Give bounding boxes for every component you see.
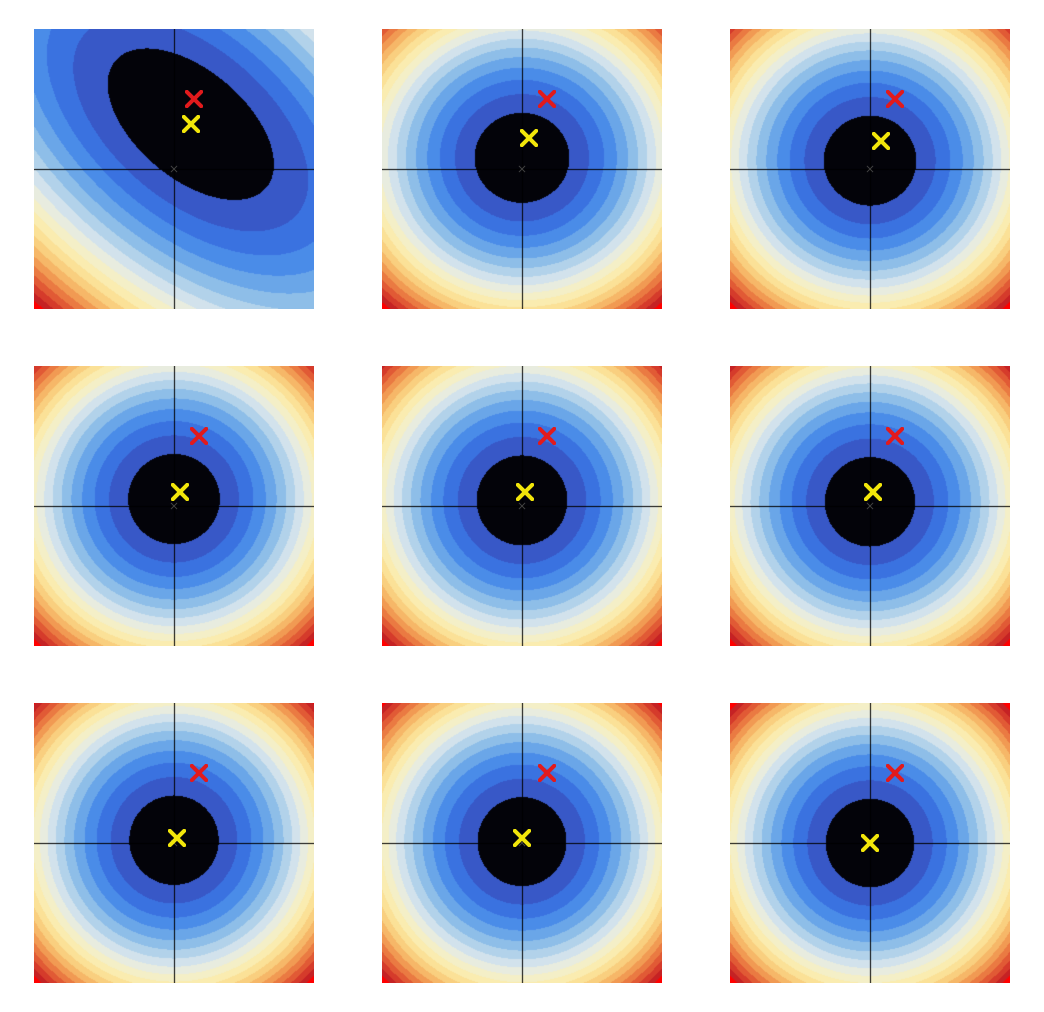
- contour-canvas: [730, 703, 1010, 983]
- contour-panel: [696, 337, 1044, 674]
- contour-panel: [0, 675, 348, 1012]
- contour-panel: [348, 675, 696, 1012]
- contour-panel: [0, 337, 348, 674]
- contour-canvas: [382, 366, 662, 646]
- contour-canvas: [382, 29, 662, 309]
- contour-panel: [696, 0, 1044, 337]
- contour-canvas: [34, 703, 314, 983]
- contour-canvas: [382, 703, 662, 983]
- contour-panel: [348, 337, 696, 674]
- contour-grid: [0, 0, 1044, 1012]
- contour-canvas: [34, 29, 314, 309]
- contour-canvas: [730, 366, 1010, 646]
- contour-panel: [0, 0, 348, 337]
- contour-panel: [348, 0, 696, 337]
- contour-panel: [696, 675, 1044, 1012]
- contour-canvas: [34, 366, 314, 646]
- contour-canvas: [730, 29, 1010, 309]
